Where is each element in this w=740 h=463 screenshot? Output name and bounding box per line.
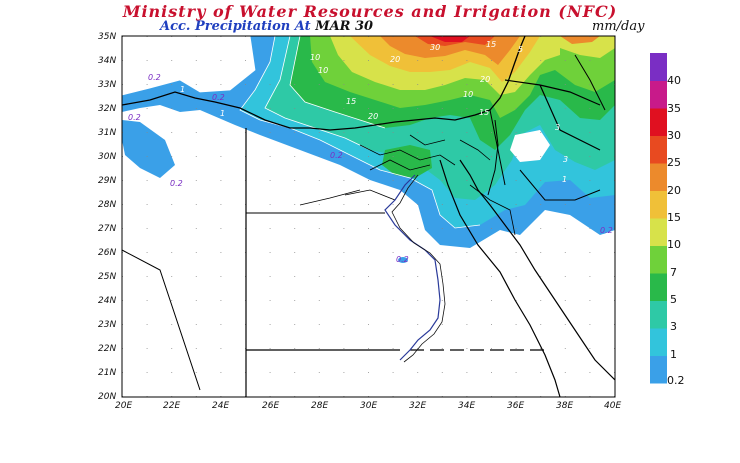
contour-label-4: 0.2 — [396, 255, 409, 264]
legend-label-4: 7 — [670, 266, 677, 279]
legend-swatch-10 — [650, 80, 667, 109]
borders — [122, 36, 615, 397]
contour-labels: 0.2 0.2 0.2 0.2 0.2 0.2 1 1 1 3 3 5 10 1… — [128, 40, 613, 264]
legend-label-1: 1 — [670, 348, 677, 361]
contour-label-16: 15 — [479, 108, 489, 117]
lat-label-14: 21N — [98, 368, 116, 378]
lat-label-15: 20N — [98, 392, 116, 402]
legend-label-9: 30 — [667, 129, 681, 142]
lon-label-1: 22E — [163, 401, 180, 411]
contour-label-19: 20 — [368, 112, 378, 121]
contour-label-0: 0.2 — [148, 73, 161, 82]
legend-label-7: 20 — [667, 184, 681, 197]
contour-lines — [122, 36, 481, 229]
contour-label-21: 10 — [318, 66, 328, 75]
subtitle-at: At — [294, 19, 311, 34]
lat-label-3: 32N — [98, 104, 116, 114]
contour-label-12: 10 — [310, 53, 320, 62]
legend-swatch-7 — [650, 163, 667, 191]
legend-swatch-6 — [650, 190, 667, 219]
longitude-axis: 20E 22E 24E 26E 28E 30E 32E 34E 36E 38E … — [115, 401, 621, 411]
contour-label-9: 3 — [563, 155, 568, 164]
lon-label-7: 34E — [458, 401, 475, 411]
precip-field — [122, 36, 615, 397]
legend-swatch-9 — [650, 108, 667, 136]
legend-label-11: 40 — [667, 74, 681, 87]
contour-label-15: 15 — [486, 40, 496, 49]
legend-label-6: 15 — [667, 211, 681, 224]
contour-label-17: 20 — [390, 55, 400, 64]
lat-label-7: 28N — [98, 200, 116, 210]
lon-label-6: 32E — [409, 401, 426, 411]
legend-labels: 0.2 1 3 5 7 10 15 20 25 30 35 40 — [667, 74, 685, 387]
contour-label-14: 15 — [346, 97, 356, 106]
lon-label-5: 30E — [360, 401, 377, 411]
legend-swatch-5 — [650, 218, 667, 246]
legend-swatch-1 — [650, 328, 667, 356]
legend-label-2: 3 — [670, 320, 677, 333]
map-title: Ministry of Water Resources and Irrigati… — [122, 2, 618, 21]
legend-swatch-4 — [650, 245, 667, 274]
lat-label-5: 30N — [98, 152, 116, 162]
lon-label-3: 26E — [262, 401, 279, 411]
lon-label-4: 28E — [311, 401, 328, 411]
graticule-dots — [122, 36, 615, 397]
lat-label-1: 34N — [98, 56, 116, 66]
legend-colorbar — [650, 53, 667, 384]
legend-label-10: 35 — [667, 102, 681, 115]
contour-label-5: 0.2 — [600, 226, 613, 235]
lat-label-2: 33N — [98, 80, 116, 90]
legend-swatch-8 — [650, 135, 667, 164]
contour-label-3: 0.2 — [170, 179, 183, 188]
lon-label-0: 20E — [115, 401, 132, 411]
lon-label-9: 38E — [556, 401, 573, 411]
units-label: mm/day — [592, 19, 645, 34]
lat-label-10: 25N — [98, 272, 116, 282]
subtitle-date: MAR 30 — [315, 19, 374, 34]
contour-label-11: 5 — [518, 45, 523, 54]
legend-swatch-0 — [650, 355, 667, 384]
lon-label-2: 24E — [212, 401, 229, 411]
lat-label-12: 23N — [98, 320, 116, 330]
contour-label-6: 1 — [180, 85, 185, 94]
contour-label-13: 10 — [463, 90, 473, 99]
map-frame — [121, 35, 616, 398]
contour-label-20: 30 — [430, 43, 440, 52]
legend-swatch-3 — [650, 273, 667, 301]
contour-label-18: 20 — [480, 75, 490, 84]
legend-swatch-2 — [650, 300, 667, 329]
lat-label-6: 29N — [98, 176, 116, 186]
contour-label-7: 1 — [220, 109, 225, 118]
legend-label-3: 5 — [670, 293, 677, 306]
lat-label-9: 26N — [98, 248, 116, 258]
legend-label-5: 10 — [667, 238, 681, 251]
contour-label-22: 0.2 — [330, 151, 343, 160]
latitude-axis: 35N 34N 33N 32N 31N 30N 29N 28N 27N 26N … — [98, 32, 116, 402]
subtitle-field: Acc. Precipitation — [160, 19, 291, 34]
lat-label-11: 24N — [98, 296, 116, 306]
contour-label-2: 0.2 — [128, 113, 141, 122]
contour-label-10: 3 — [555, 123, 560, 132]
lat-label-13: 22N — [98, 344, 116, 354]
legend-label-8: 25 — [667, 156, 681, 169]
lon-label-10: 40E — [604, 401, 621, 411]
rain-islands — [398, 226, 608, 263]
contour-label-1: 0.2 — [212, 93, 225, 102]
nile-river — [384, 174, 446, 363]
legend-swatch-11 — [650, 53, 667, 81]
legend-label-0: 0.2 — [667, 374, 685, 387]
lat-label-8: 27N — [98, 224, 116, 234]
lon-label-8: 36E — [507, 401, 524, 411]
lat-label-4: 31N — [98, 128, 116, 138]
contour-label-8: 1 — [562, 175, 567, 184]
lat-label-0: 35N — [98, 32, 116, 42]
map-subtitle: Acc. Precipitation At MAR 30 — [160, 19, 373, 34]
